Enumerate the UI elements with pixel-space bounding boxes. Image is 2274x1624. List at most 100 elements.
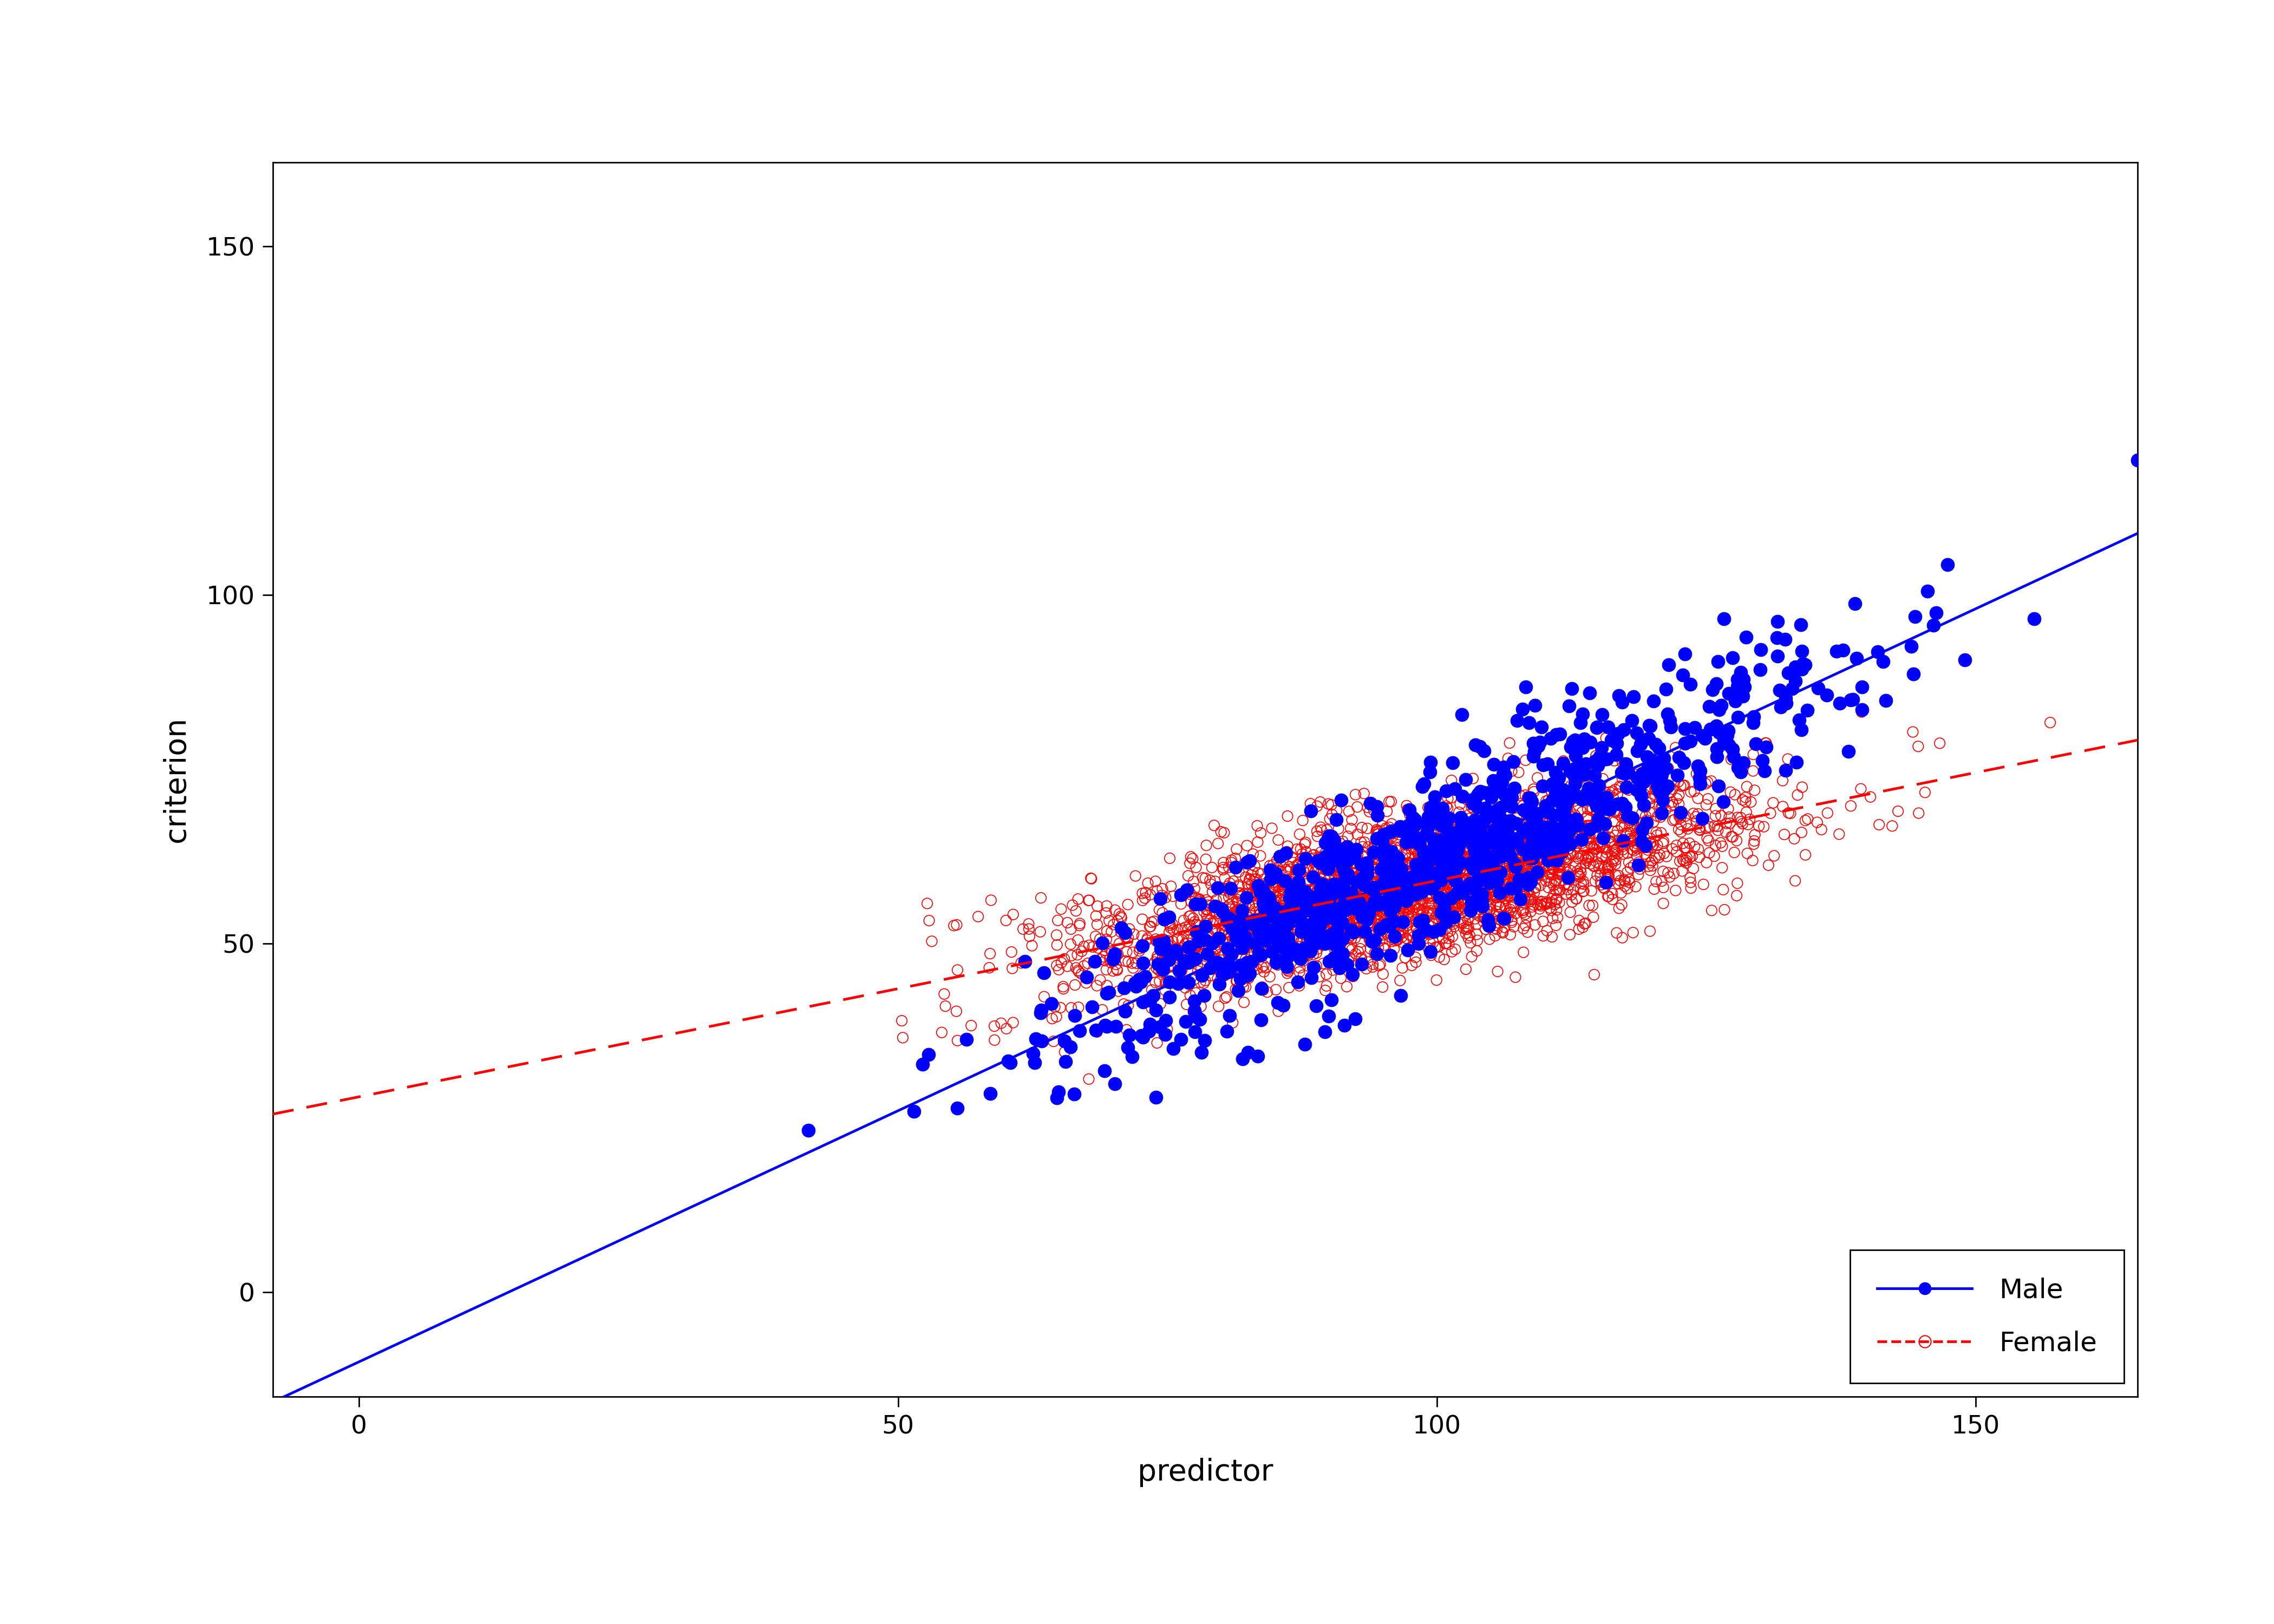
Point — [1267, 888, 1303, 914]
Point — [1426, 926, 1462, 952]
Point — [1565, 879, 1601, 905]
Point — [1317, 945, 1353, 971]
Point — [1478, 867, 1514, 893]
Point — [1392, 895, 1428, 921]
Point — [1492, 818, 1528, 844]
Point — [1514, 791, 1551, 817]
Point — [1433, 784, 1469, 810]
Point — [1492, 862, 1528, 888]
Point — [1505, 872, 1542, 898]
Point — [1471, 909, 1508, 935]
Point — [1512, 887, 1549, 913]
Point — [1537, 760, 1574, 786]
Point — [1330, 874, 1367, 900]
Point — [1571, 763, 1608, 789]
Point — [1358, 817, 1394, 843]
Point — [1630, 752, 1667, 778]
Point — [1560, 857, 1596, 883]
Point — [1562, 856, 1599, 882]
Point — [1287, 879, 1323, 905]
Point — [1414, 794, 1451, 820]
Point — [1485, 807, 1521, 833]
Point — [1344, 877, 1380, 903]
Point — [1348, 857, 1385, 883]
Point — [1592, 780, 1628, 806]
Point — [1439, 885, 1476, 911]
Point — [1467, 916, 1503, 942]
Point — [1453, 836, 1489, 862]
Point — [1394, 851, 1430, 877]
Point — [1455, 797, 1492, 823]
Point — [1308, 905, 1344, 931]
Point — [1605, 801, 1642, 827]
Point — [1489, 882, 1526, 908]
Point — [1460, 861, 1496, 887]
Point — [1947, 646, 1983, 672]
Point — [1167, 914, 1203, 940]
Point — [1264, 937, 1301, 963]
Point — [1712, 780, 1749, 806]
Point — [1258, 976, 1294, 1002]
Point — [1414, 911, 1451, 937]
Point — [1667, 773, 1703, 799]
Point — [1446, 822, 1483, 848]
Point — [1455, 814, 1492, 840]
Point — [1123, 880, 1160, 906]
Point — [1269, 945, 1305, 971]
Point — [1662, 806, 1699, 831]
Point — [1337, 900, 1373, 926]
Point — [1542, 835, 1578, 861]
Point — [1176, 947, 1212, 973]
Point — [1537, 802, 1574, 828]
Point — [1524, 825, 1560, 851]
Point — [1405, 870, 1442, 896]
Point — [1326, 874, 1362, 900]
Point — [1153, 914, 1189, 940]
Point — [1285, 844, 1321, 870]
Point — [1387, 877, 1424, 903]
Point — [1528, 793, 1565, 818]
Point — [1264, 900, 1301, 926]
Point — [1373, 838, 1410, 864]
Point — [1922, 731, 1958, 757]
Point — [1690, 825, 1726, 851]
Point — [1576, 820, 1612, 846]
Point — [1535, 848, 1571, 874]
Point — [1348, 866, 1385, 892]
Point — [1567, 750, 1603, 776]
Point — [1449, 875, 1485, 901]
Point — [1483, 838, 1519, 864]
Point — [1323, 870, 1360, 896]
Point — [1399, 883, 1435, 909]
Point — [1278, 862, 1314, 888]
Point — [1612, 869, 1649, 895]
Point — [1392, 892, 1428, 918]
Point — [1489, 836, 1526, 862]
Point — [1833, 687, 1869, 713]
Point — [1355, 797, 1392, 823]
Point — [1319, 890, 1355, 916]
Point — [1583, 734, 1619, 760]
Point — [1189, 896, 1226, 922]
Point — [1380, 822, 1417, 848]
Point — [1433, 822, 1469, 848]
Point — [1630, 726, 1667, 752]
Point — [1821, 822, 1858, 848]
Point — [1419, 807, 1455, 833]
Point — [1187, 913, 1223, 939]
Point — [1580, 793, 1617, 818]
Point — [1244, 877, 1280, 903]
Point — [1333, 888, 1369, 914]
Point — [1510, 919, 1546, 945]
Point — [1210, 879, 1246, 905]
Point — [1821, 690, 1858, 716]
Point — [1305, 888, 1342, 914]
Point — [1292, 918, 1328, 944]
Point — [1303, 901, 1339, 927]
Point — [1026, 984, 1062, 1010]
Point — [1396, 812, 1433, 838]
Point — [1303, 840, 1339, 866]
Point — [1783, 820, 1819, 846]
Point — [1221, 908, 1258, 934]
Point — [1196, 939, 1233, 965]
